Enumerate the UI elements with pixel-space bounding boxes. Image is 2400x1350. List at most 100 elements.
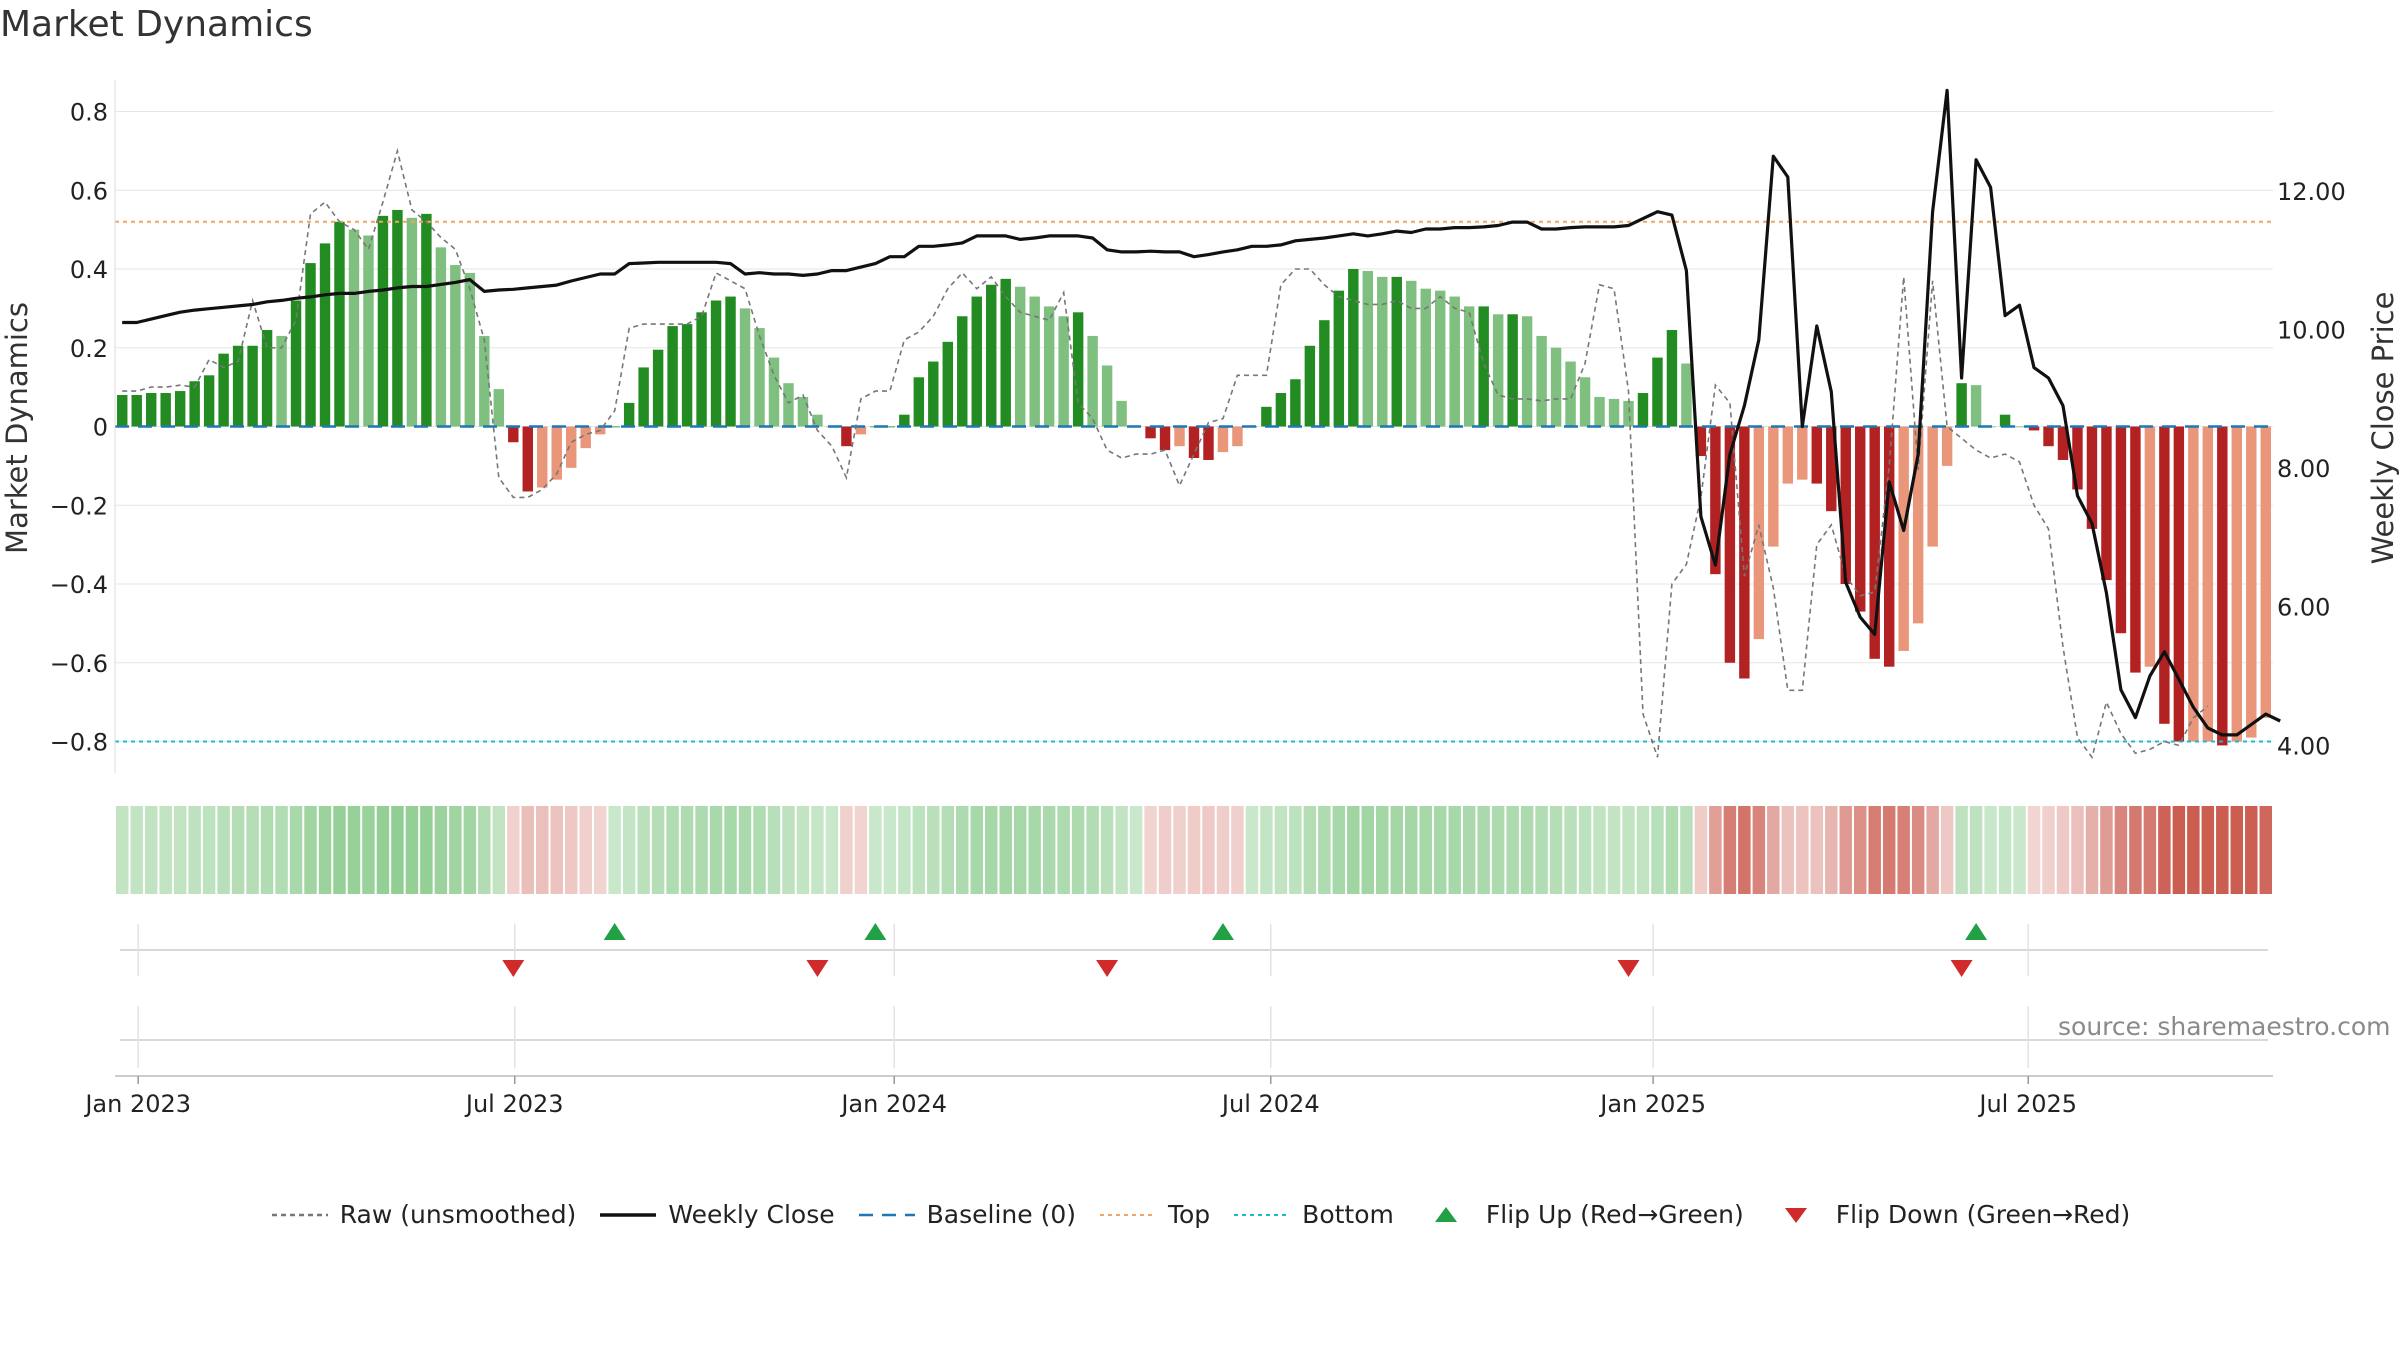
heat-cell	[854, 806, 868, 894]
md-bar	[1043, 306, 1055, 427]
md-bar	[2217, 426, 2228, 746]
heat-cell	[1129, 806, 1143, 894]
heat-cell	[637, 806, 650, 894]
heat-cell	[260, 806, 274, 894]
md-bar	[1840, 426, 1851, 584]
md-bar	[1927, 426, 1938, 547]
heat-cell	[1187, 806, 1201, 894]
y-right-tick-label: 12.00	[2277, 178, 2346, 206]
md-bar	[1319, 320, 1330, 427]
heat-cell	[1940, 806, 1954, 894]
heat-cell	[2085, 806, 2099, 894]
heat-cell	[246, 806, 259, 894]
md-bar	[1579, 377, 1591, 427]
legend-swatch	[600, 1212, 657, 1217]
md-bar	[247, 345, 258, 427]
md-bar	[710, 300, 722, 427]
md-bar	[2159, 426, 2170, 724]
heat-cell	[2056, 806, 2070, 894]
heat-cell	[463, 806, 477, 894]
heat-cell	[1998, 806, 2012, 894]
heat-cell	[2245, 806, 2258, 894]
heat-cell	[564, 806, 578, 894]
md-bar	[2014, 426, 2025, 428]
y-left-tick-label: 0.8	[70, 99, 108, 127]
heat-cell	[1723, 806, 1737, 894]
heat-cell	[1897, 806, 1910, 894]
flip-up-marker	[1965, 923, 1988, 940]
heat-cell	[927, 806, 940, 894]
heat-cell	[1405, 806, 1418, 894]
heat-cell	[2201, 806, 2215, 894]
heat-cell	[1636, 806, 1650, 894]
md-bar	[203, 375, 215, 427]
heat-cell	[2187, 806, 2200, 894]
md-bar	[1116, 400, 1127, 427]
md-bar	[435, 247, 447, 427]
heat-cell	[1013, 806, 1027, 894]
md-bar	[1492, 314, 1504, 427]
heat-cell	[767, 806, 781, 894]
heat-cell	[420, 806, 433, 894]
flip-up-marker	[864, 923, 887, 940]
x-tick-label: Jul 2025	[1977, 1090, 2077, 1118]
md-bar	[1014, 286, 1026, 427]
md-bar	[638, 367, 649, 427]
heat-cell	[2259, 806, 2272, 894]
heat-cell	[1984, 806, 1997, 894]
heat-cell	[1491, 806, 1505, 894]
heat-cell	[1955, 806, 1968, 894]
md-bar	[479, 335, 490, 427]
heat-cell	[1376, 806, 1389, 894]
heat-cell	[1752, 806, 1766, 894]
x-tick-label: Jul 2023	[464, 1090, 564, 1118]
md-bar	[1652, 357, 1663, 427]
md-bar	[406, 217, 418, 427]
heat-cell	[1347, 806, 1360, 894]
axes: 0.8 0.6 0.4 0.2 0 −0.2 −0.4 −0.6 −0.8 12.00 10.00 8…	[50, 80, 2346, 1118]
heat-cell	[478, 806, 491, 894]
md-bar	[1217, 426, 1229, 453]
y-axis-left-label: Market Dynamics	[0, 302, 34, 554]
heat-cell	[724, 806, 737, 894]
flip-up-marker	[1211, 923, 1234, 940]
heat-cell	[1839, 806, 1852, 894]
heat-cell	[2114, 806, 2128, 894]
md-bar	[725, 296, 736, 427]
heat-cell	[1969, 806, 1983, 894]
heat-cell	[1868, 806, 1881, 894]
heat-cell	[188, 806, 201, 894]
heat-cell	[1607, 806, 1621, 894]
heat-cell	[1622, 806, 1635, 894]
md-bar	[1072, 312, 1084, 427]
heat-cell	[1738, 806, 1751, 894]
md-bar	[1304, 345, 1316, 427]
heat-cell	[1882, 806, 1896, 894]
md-bar	[1000, 278, 1011, 427]
heat-cell	[130, 806, 143, 894]
md-bar	[1203, 426, 1214, 460]
legend-label: Flip Down (Green→Red)	[1835, 1200, 2131, 1229]
heat-cell	[1506, 806, 1519, 894]
legend-label: Flip Up (Red→Green)	[1485, 1200, 1744, 1229]
heat-cell	[593, 806, 607, 894]
heat-cell	[1810, 806, 1824, 894]
md-bar	[1377, 276, 1388, 427]
md-bar	[768, 357, 780, 427]
md-bar	[1912, 426, 1924, 624]
heat-cell	[1448, 806, 1461, 894]
heat-cell	[1042, 806, 1056, 894]
heat-cell	[1245, 806, 1259, 894]
md-bar	[319, 243, 331, 427]
md-bar	[1478, 306, 1489, 427]
md-bar	[2086, 426, 2098, 529]
legend-item: Raw (unsmoothed)	[270, 1200, 576, 1229]
md-bar	[754, 328, 765, 427]
heat-cell	[1520, 806, 1534, 894]
heat-cell	[1853, 806, 1867, 894]
md-bar	[884, 426, 896, 428]
heat-cell	[1144, 806, 1157, 894]
heat-cell	[680, 806, 694, 894]
heat-cell	[202, 806, 216, 894]
md-bar	[377, 215, 389, 427]
